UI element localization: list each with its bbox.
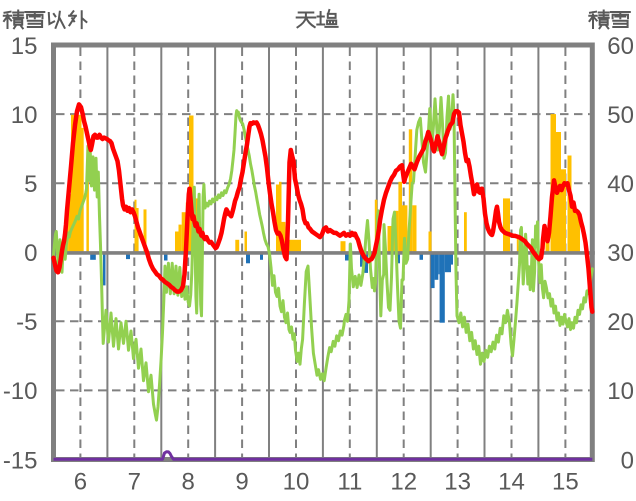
svg-text:40: 40: [607, 171, 634, 198]
svg-text:-5: -5: [16, 309, 37, 336]
svg-text:11: 11: [337, 469, 362, 496]
svg-text:13: 13: [444, 469, 471, 496]
svg-text:20: 20: [607, 309, 634, 336]
svg-text:5: 5: [24, 171, 37, 198]
svg-text:7: 7: [128, 469, 141, 496]
svg-text:30: 30: [607, 240, 634, 267]
svg-text:60: 60: [607, 33, 634, 60]
svg-text:-15: -15: [3, 447, 38, 474]
svg-text:10: 10: [283, 469, 310, 496]
svg-text:10: 10: [11, 102, 38, 129]
svg-text:12: 12: [390, 469, 417, 496]
svg-text:6: 6: [74, 469, 87, 496]
svg-text:50: 50: [607, 102, 634, 129]
svg-text:-10: -10: [3, 378, 38, 405]
svg-text:14: 14: [498, 469, 525, 496]
svg-text:15: 15: [11, 33, 38, 60]
svg-text:9: 9: [235, 469, 248, 496]
svg-text:10: 10: [607, 378, 634, 405]
svg-text:0: 0: [24, 240, 37, 267]
svg-text:15: 15: [552, 469, 579, 496]
svg-text:0: 0: [621, 447, 634, 474]
svg-text:8: 8: [182, 469, 195, 496]
